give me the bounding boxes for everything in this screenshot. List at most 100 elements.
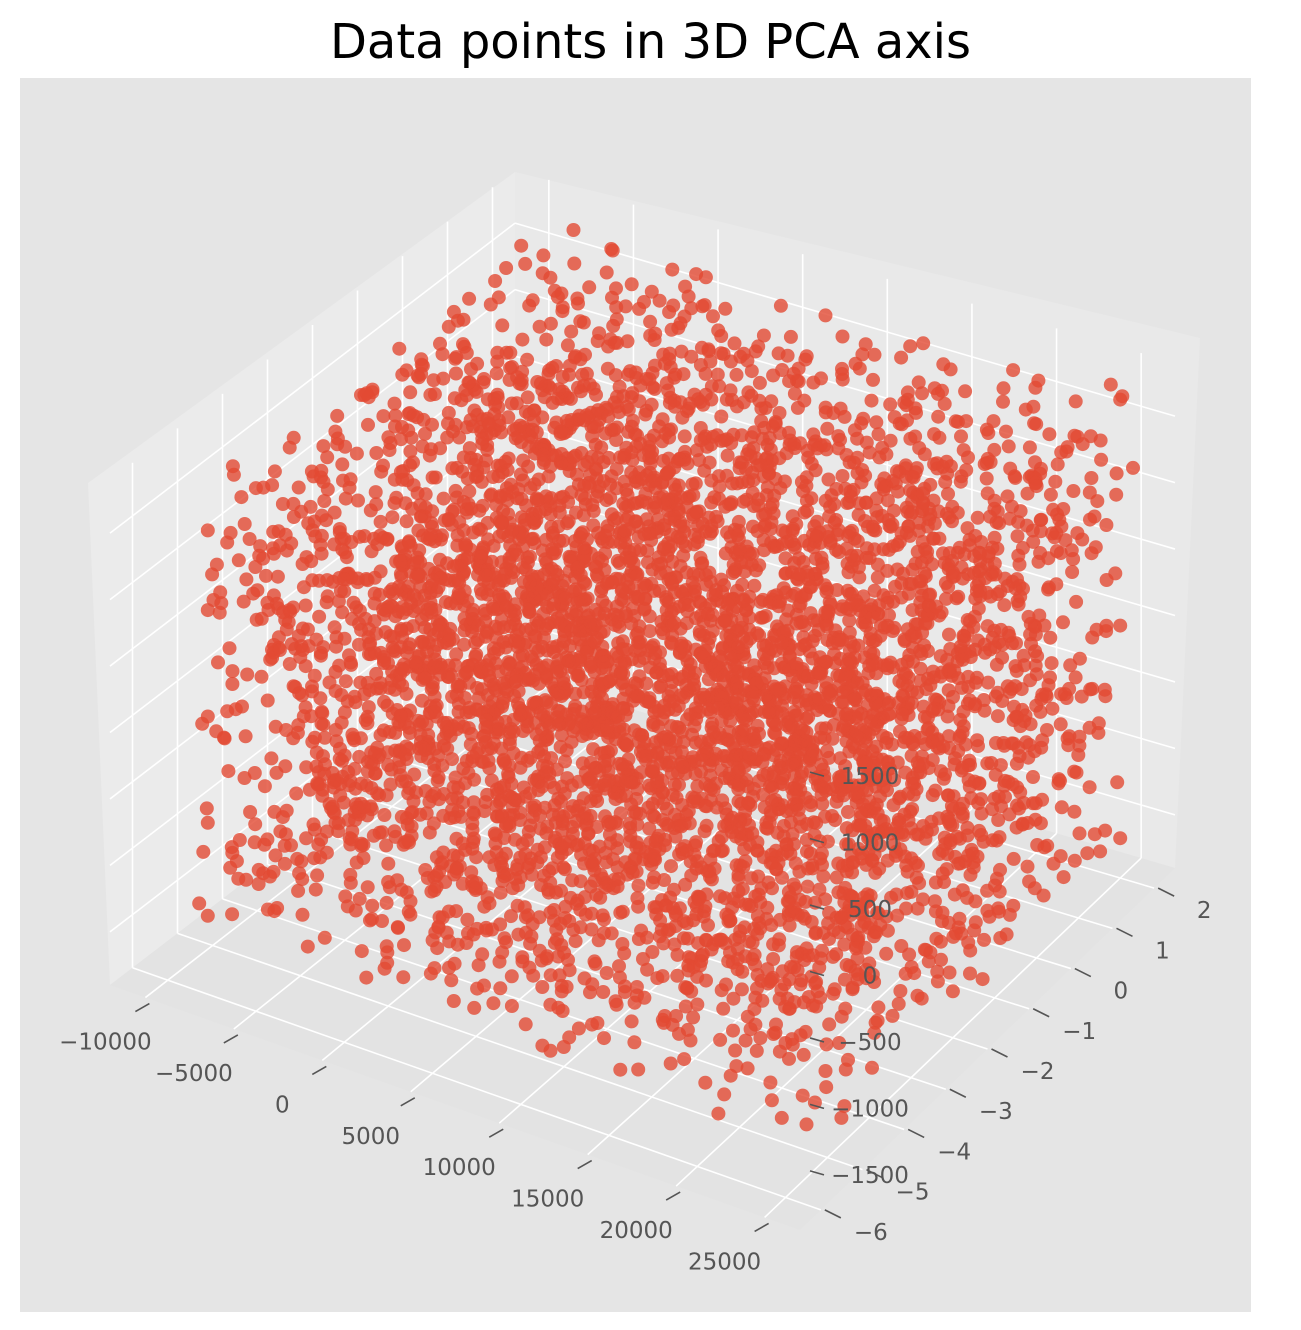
- scatter-point: [609, 481, 624, 496]
- scatter-point: [225, 907, 240, 922]
- scatter-point: [540, 949, 555, 964]
- scatter-point: [646, 718, 661, 733]
- scatter-point: [228, 702, 243, 717]
- scatter-point: [369, 666, 384, 681]
- scatter-point: [1023, 616, 1038, 631]
- scatter-point: [587, 873, 602, 888]
- scatter-point: [842, 613, 857, 628]
- scatter-point: [566, 922, 581, 937]
- scatter-point: [963, 966, 977, 981]
- scatter-point: [1006, 363, 1021, 378]
- scatter-point: [532, 319, 547, 334]
- scatter-point: [390, 873, 405, 888]
- scatter-point: [748, 990, 763, 1005]
- scatter-point: [1088, 540, 1103, 555]
- scatter-point: [1109, 466, 1124, 481]
- scatter-point: [730, 399, 744, 414]
- scatter-point: [192, 896, 207, 911]
- scatter-point: [504, 999, 519, 1013]
- scatter-point: [915, 386, 929, 401]
- scatter-point: [701, 344, 716, 359]
- scatter-point: [838, 1062, 853, 1077]
- scatter-point: [1010, 572, 1024, 587]
- scatter-point: [1016, 648, 1031, 663]
- scatter-point: [841, 805, 855, 819]
- scatter-point: [1108, 566, 1123, 581]
- scatter-point: [624, 1014, 639, 1029]
- scatter-point: [918, 737, 933, 752]
- scatter-point: [532, 733, 547, 748]
- scatter-point: [446, 994, 461, 1008]
- scatter-point: [667, 370, 682, 385]
- scatter-point: [364, 911, 379, 926]
- scatter-point: [557, 835, 572, 850]
- scatter-point: [1059, 691, 1074, 705]
- scatter-point: [330, 431, 345, 446]
- scatter-point: [292, 866, 307, 881]
- scatter-point: [710, 933, 725, 948]
- scatter-point: [901, 670, 916, 685]
- scatter-point: [950, 414, 965, 429]
- scatter-point: [809, 975, 824, 990]
- scatter-point: [298, 598, 313, 613]
- scatter-point: [562, 963, 577, 978]
- scatter-point: [693, 358, 708, 372]
- scatter-point: [226, 467, 241, 482]
- scatter-point: [607, 422, 621, 437]
- scatter-point: [817, 438, 832, 453]
- scatter-point: [1041, 582, 1056, 597]
- scatter-point: [499, 261, 514, 275]
- scatter-point: [816, 780, 831, 795]
- scatter-point: [699, 973, 713, 988]
- scatter-point: [493, 981, 508, 996]
- scatter-point: [343, 837, 358, 852]
- scatter-point: [656, 936, 671, 951]
- scatter-point: [631, 932, 646, 946]
- scatter-point: [853, 818, 868, 833]
- scatter-point: [1056, 870, 1071, 885]
- scatter-point: [820, 421, 835, 436]
- scatter-point: [868, 1015, 883, 1030]
- scatter-point: [585, 775, 599, 790]
- scatter-point: [597, 1031, 611, 1046]
- scatter-point: [967, 774, 982, 789]
- scatter-point: [798, 352, 813, 367]
- scatter-point: [299, 831, 314, 846]
- z-gridline: [109, 288, 516, 601]
- scatter-point: [868, 865, 883, 880]
- scatter-point: [494, 741, 509, 756]
- scatter-point: [822, 1017, 837, 1032]
- scatter-point: [352, 637, 366, 652]
- scatter-point: [494, 793, 508, 808]
- scatter-point: [456, 523, 471, 538]
- scatter-point: [974, 535, 989, 549]
- scatter-point: [553, 739, 568, 754]
- scatter-point: [894, 350, 909, 365]
- scatter-point: [319, 513, 334, 528]
- scatter-point: [790, 684, 805, 699]
- scatter-point: [831, 429, 846, 444]
- scatter-point: [822, 905, 837, 920]
- scatter-point: [831, 856, 846, 871]
- scatter-point: [703, 852, 718, 867]
- scatter-point: [627, 851, 642, 866]
- scatter-point: [529, 579, 544, 594]
- scatter-point: [516, 473, 530, 488]
- scatter-point: [639, 749, 654, 763]
- scatter-point: [612, 556, 627, 570]
- scatter-point: [748, 957, 762, 972]
- scatter-point: [313, 646, 328, 660]
- scatter-point: [698, 1075, 713, 1090]
- scatter-point: [678, 539, 693, 554]
- scatter-point: [555, 304, 570, 319]
- scatter-point: [911, 375, 926, 390]
- scatter-point: [295, 907, 310, 922]
- scatter-point: [513, 760, 528, 775]
- scatter-point: [673, 688, 688, 703]
- scatter-point: [1087, 827, 1102, 842]
- scatter-point: [376, 458, 390, 473]
- scatter-point: [1020, 859, 1035, 874]
- scatter-point: [900, 864, 915, 879]
- scatter-point: [605, 290, 619, 305]
- scatter-point: [487, 826, 502, 841]
